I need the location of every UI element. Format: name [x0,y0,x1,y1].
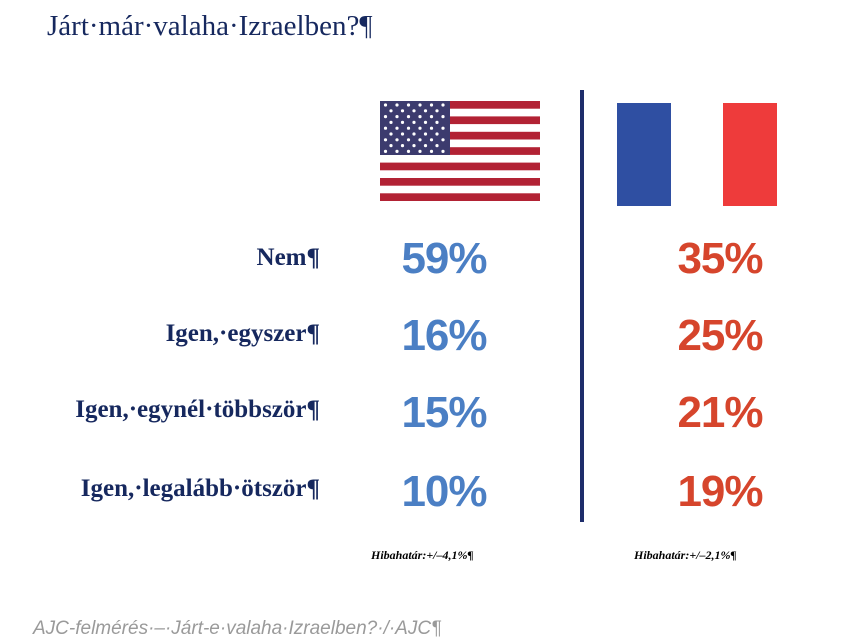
fr-value: 21% [677,388,763,437]
row-label-igen-tobbszor: Igen,·egynél·többször¶ [75,396,320,423]
us-flag-icon [380,101,540,201]
fr-value: 19% [677,467,763,516]
us-value: 10% [401,467,487,516]
page-title: Járt·már·valaha·Izraelben?¶ [47,10,373,42]
fr-value: 25% [677,311,763,360]
us-value: 59% [401,234,487,283]
row-label-nem: Nem¶ [256,244,320,271]
france-flag-icon [617,103,777,206]
fr-value: 35% [677,234,763,283]
us-margin-of-error: Hibahatár:+/–4,1%¶ [371,548,474,562]
caption: AJC-felmérés·–·Járt-e·valaha·Izraelben?·… [33,618,442,639]
us-value: 16% [401,311,487,360]
fr-margin-of-error: Hibahatár:+/–2,1%¶ [634,548,737,562]
row-label-igen-egyszer: Igen,·egyszer¶ [165,320,320,347]
divider-line [580,90,584,522]
us-value: 15% [401,388,487,437]
row-label-igen-otszor: Igen,·legalább·ötször¶ [80,475,320,502]
